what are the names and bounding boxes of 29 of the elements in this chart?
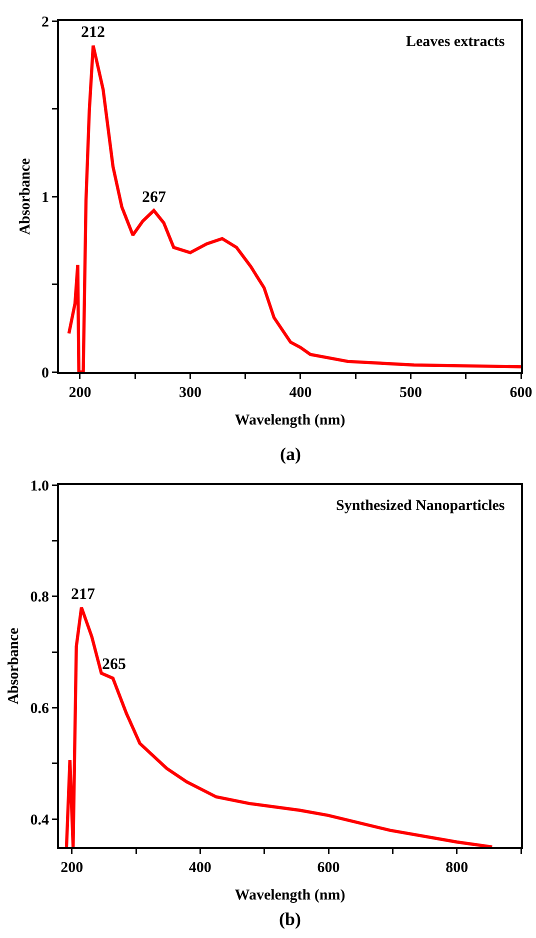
x-tick-label: 800	[446, 860, 468, 876]
x-tick-label: 400	[289, 385, 312, 401]
annotation: Leaves extracts	[406, 34, 505, 50]
annotation: 212	[81, 24, 105, 41]
annotation: 267	[142, 189, 166, 206]
x-tick-label: 200	[68, 385, 92, 401]
y-tick-label: 0	[42, 365, 49, 382]
y-tick-label: 0.4	[30, 812, 50, 828]
x-tick-label: 200	[60, 860, 84, 876]
annotation: 265	[102, 656, 126, 673]
y-axis-title: Absorbance	[6, 627, 22, 704]
x-tick-label: 600	[317, 860, 340, 876]
y-tick-label: 1	[42, 190, 49, 206]
y-tick-label: 0.8	[30, 590, 49, 606]
x-tick-label: 600	[510, 385, 532, 401]
x-tick-label: 400	[188, 860, 212, 876]
x-tick-label: 500	[399, 385, 422, 401]
y-axis-title: Absorbance	[17, 158, 34, 235]
annotation: Synthesized Nanoparticles	[336, 498, 505, 514]
y-tick-label: 1.0	[30, 478, 49, 494]
x-tick-label: 300	[178, 385, 202, 401]
text: (b)	[279, 909, 302, 929]
line-series	[64, 606, 494, 847]
text: (a)	[280, 444, 301, 464]
y-tick-label: 0.6	[30, 701, 50, 718]
x-axis-title: Wavelength (nm)	[234, 412, 346, 428]
y-tick-label: 2	[42, 14, 49, 30]
x-axis-title: Wavelength (nm)	[234, 888, 346, 904]
annotation: 217	[71, 586, 95, 603]
